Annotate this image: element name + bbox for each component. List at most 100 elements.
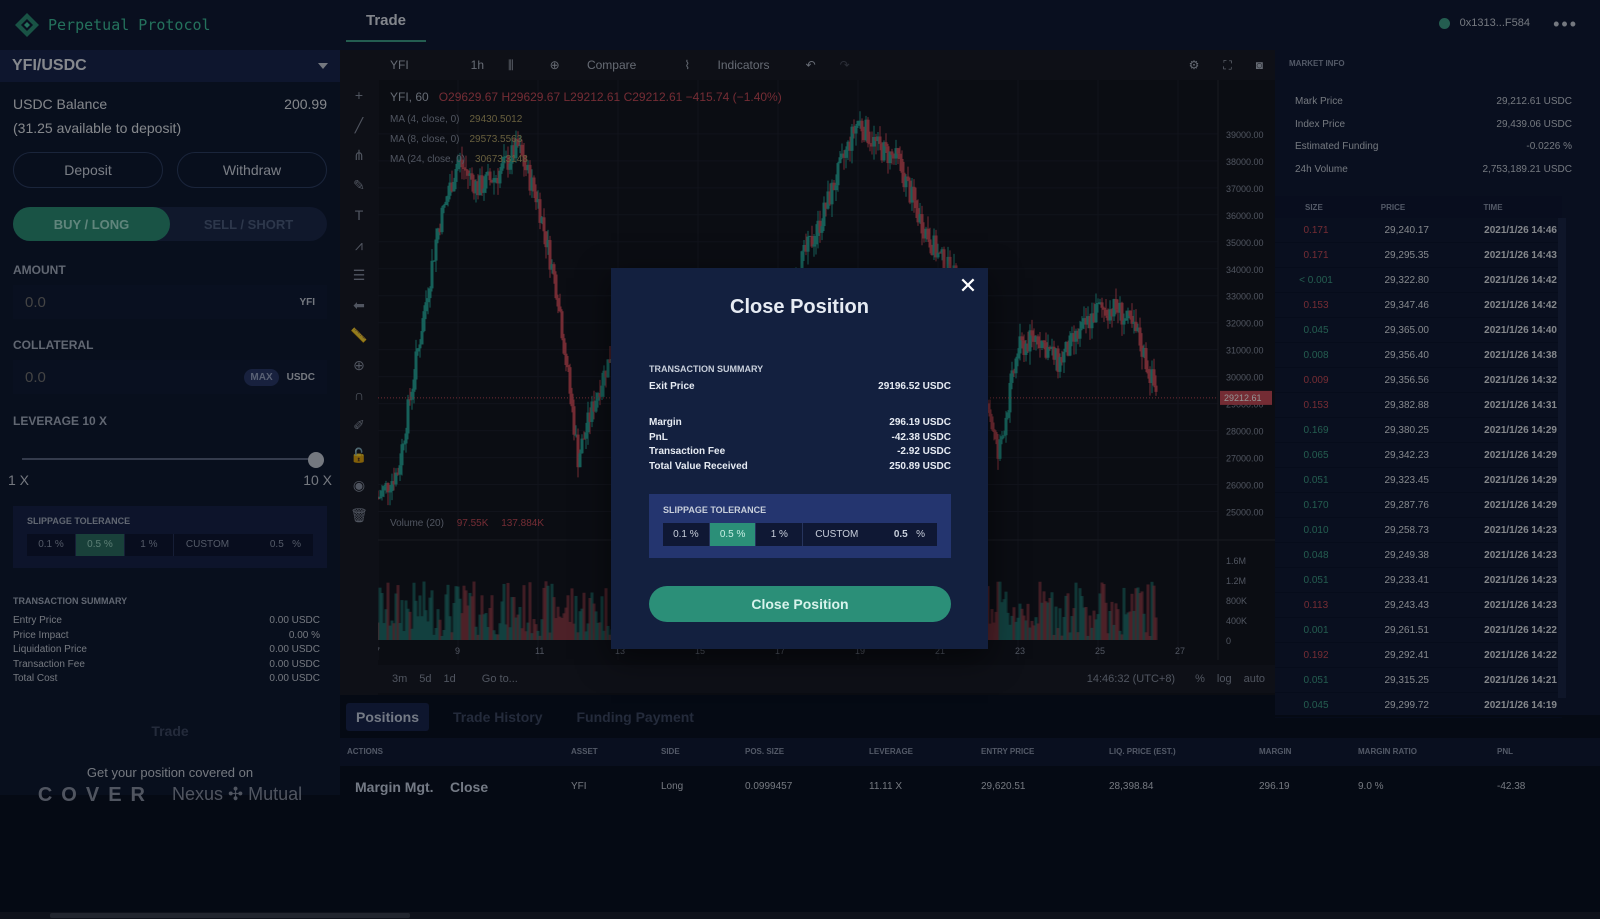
volume-bar <box>1054 606 1058 640</box>
log-toggle[interactable]: log <box>1216 673 1232 685</box>
chart-symbol[interactable]: YFI <box>390 58 409 72</box>
volume-bar <box>1058 608 1062 640</box>
ruler-icon[interactable]: 📏 <box>350 326 368 343</box>
close-icon[interactable]: ✕ <box>958 273 978 298</box>
candle-body <box>1122 320 1126 325</box>
redo-icon[interactable]: ↷ <box>839 58 850 72</box>
brand[interactable]: Perpetual Protocol <box>14 12 211 38</box>
pattern-icon[interactable]: ⩘ <box>355 236 363 253</box>
pitchfork-icon[interactable]: ⋔ <box>353 146 365 163</box>
ts-value: 0.00 USDC <box>269 673 320 685</box>
undo-icon[interactable]: ↶ <box>805 58 816 72</box>
tab-funding-payment[interactable]: Funding Payment <box>576 709 694 725</box>
ma-line[interactable]: MA (8, close, 0) 29573.5563 <box>390 130 528 150</box>
slider-thumb[interactable] <box>308 452 324 468</box>
trash-icon[interactable]: 🗑 <box>350 506 368 523</box>
volume-bar <box>504 624 508 640</box>
horizontal-scrollbar[interactable] <box>0 912 1600 919</box>
amount-input[interactable] <box>25 293 292 311</box>
slippage-custom[interactable]: CUSTOM 0.5 % <box>174 534 313 556</box>
collateral-input[interactable] <box>25 368 237 386</box>
close-position-button[interactable]: Close <box>450 779 489 795</box>
leverage-label: LEVERAGE 10 X <box>13 414 108 428</box>
balance-row: USDC Balance 200.99 <box>0 82 340 112</box>
candle-body <box>384 483 388 487</box>
crosshair-icon[interactable]: + <box>354 87 364 103</box>
ma-line[interactable]: MA (4, close, 0) 29430.5012 <box>390 110 528 130</box>
margin-mgt-button[interactable]: Margin Mgt. <box>355 779 434 795</box>
brush-icon[interactable]: ✎ <box>353 176 365 193</box>
back-arrow-icon[interactable]: ⬅ <box>353 296 365 313</box>
trade-time: 2021/1/26 14:22 <box>1429 650 1557 661</box>
max-button[interactable]: MAX <box>244 368 279 386</box>
range-3m[interactable]: 3m <box>392 673 408 685</box>
range-5d[interactable]: 5d <box>419 673 432 685</box>
candle-body <box>1106 315 1110 321</box>
trades-scrollbar[interactable] <box>1558 218 1566 698</box>
trend-line-icon[interactable]: ╱ <box>354 116 364 133</box>
eye-icon[interactable]: ◉ <box>352 476 366 493</box>
close-position-confirm-button[interactable]: Close Position <box>649 586 951 622</box>
modal-slippage-option-0-1[interactable]: 0.1 % <box>663 523 710 546</box>
trade-time: 2021/1/26 14:32 <box>1429 375 1557 386</box>
candle-body <box>560 311 564 339</box>
auto-toggle[interactable]: auto <box>1243 673 1265 685</box>
chart-interval[interactable]: 1h <box>470 58 485 72</box>
more-menu-button[interactable]: ••• <box>1553 14 1578 34</box>
cover-logo[interactable]: COVER <box>37 783 154 806</box>
candle-body <box>396 472 400 475</box>
ma-line[interactable]: MA (24, close, 0) 30673.3148 <box>390 150 528 170</box>
nexus-mutual-logo[interactable]: Nexus ✣ Mutual <box>171 783 303 804</box>
tab-positions[interactable]: Positions <box>346 703 430 731</box>
candle-body <box>1034 336 1038 342</box>
withdraw-button[interactable]: Withdraw <box>177 152 327 188</box>
text-icon[interactable]: T <box>354 207 364 223</box>
wallet-address[interactable]: 0x1313...F584 <box>1438 17 1530 29</box>
candle-body <box>1130 315 1134 324</box>
candles-icon[interactable]: ⫼ <box>508 57 514 72</box>
buy-long-button[interactable]: BUY / LONG <box>13 207 170 241</box>
range-1d[interactable]: 1d <box>443 673 456 685</box>
forecast-icon[interactable]: ☰ <box>352 266 366 283</box>
candle-body <box>1094 304 1098 323</box>
slippage-option-0-1[interactable]: 0.1 % <box>27 534 76 556</box>
candle-body <box>440 207 444 233</box>
candle-body <box>1148 373 1152 384</box>
modal-slippage-option-1[interactable]: 1 % <box>756 523 804 546</box>
sell-short-button[interactable]: SELL / SHORT <box>170 207 327 241</box>
percent-toggle[interactable]: % <box>1195 673 1205 685</box>
slippage-option-0-5[interactable]: 0.5 % <box>75 534 125 556</box>
lock-icon[interactable]: 🔓 <box>350 446 368 463</box>
leverage-slider[interactable] <box>22 452 324 468</box>
volume-bar <box>560 617 564 640</box>
candle-body <box>900 158 904 173</box>
candle-body <box>946 256 950 274</box>
candle-body <box>838 157 842 164</box>
scrollbar-thumb[interactable] <box>50 913 410 918</box>
camera-icon[interactable]: ◙ <box>1255 58 1263 72</box>
magnet-icon[interactable]: ∩ <box>353 387 365 403</box>
trade-row: 0.045 29,299.72 2021/1/26 14:19 <box>1275 693 1562 718</box>
fullscreen-icon[interactable]: ⛶ <box>1223 57 1232 72</box>
slippage-option-1[interactable]: 1 % <box>125 534 174 556</box>
deposit-button[interactable]: Deposit <box>13 152 163 188</box>
trade-button[interactable]: Trade <box>151 722 189 739</box>
legend-symbol[interactable]: YFI, 60 <box>390 90 429 104</box>
volume-legend[interactable]: Volume (20) 97.55K 137.884K <box>390 518 544 529</box>
pair-selector[interactable]: YFI/USDC <box>0 50 340 82</box>
balance-label: USDC Balance <box>13 96 108 112</box>
volume-bar <box>1076 632 1080 640</box>
modal-row: Total Value Received 250.89 USDC <box>649 460 951 475</box>
modal-slippage-custom[interactable]: CUSTOM 0.5 % <box>803 523 937 546</box>
tab-trade-history[interactable]: Trade History <box>453 709 543 725</box>
zoom-in-icon[interactable]: ⊕ <box>353 356 365 373</box>
lock-drawing-icon[interactable]: ✐ <box>353 416 365 433</box>
go-to-button[interactable]: Go to... <box>481 673 518 685</box>
compare-button[interactable]: ⊕ Compare <box>526 58 661 72</box>
trade-time: 2021/1/26 14:29 <box>1429 450 1557 461</box>
candle-body <box>834 185 838 191</box>
indicators-button[interactable]: ⌇ Indicators <box>660 58 793 72</box>
tab-trade[interactable]: Trade <box>346 0 426 42</box>
modal-slippage-option-0-5[interactable]: 0.5 % <box>709 523 757 546</box>
settings-icon[interactable]: ⚙ <box>1188 58 1200 72</box>
